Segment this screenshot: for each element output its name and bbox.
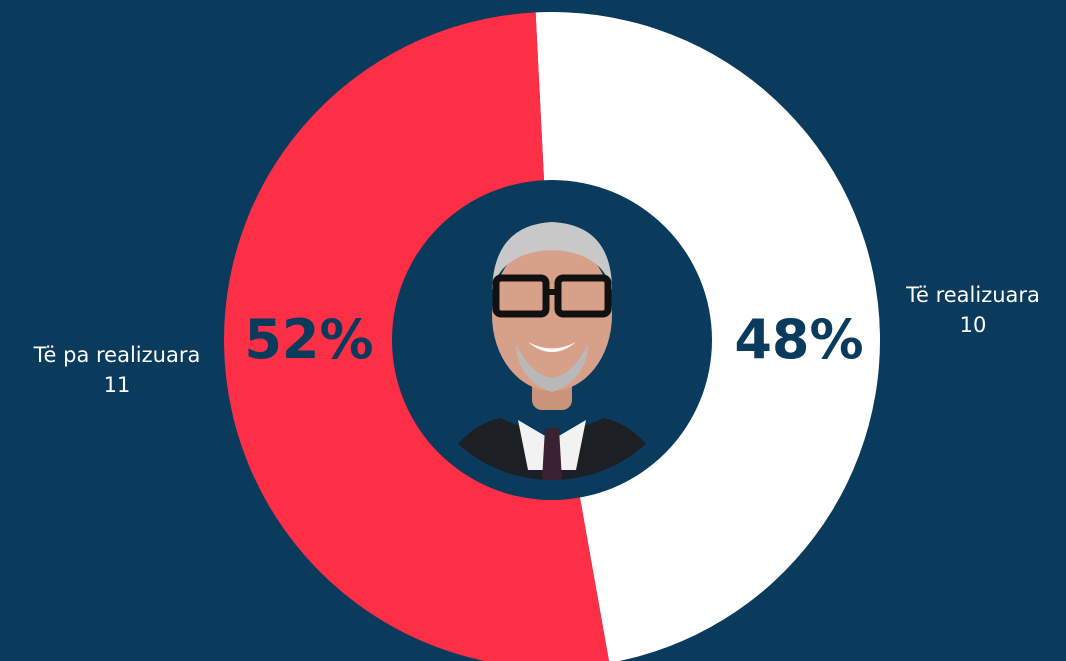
percent-label-realizuara: 48% xyxy=(734,308,863,371)
legend-label-pa-realizuara: Të pa realizuara 11 xyxy=(12,340,222,400)
legend-label-realizuara: Të realizuara 10 xyxy=(880,280,1066,340)
legend-name: Të realizuara xyxy=(906,283,1040,307)
percent-label-pa-realizuara: 52% xyxy=(244,308,373,371)
legend-count: 10 xyxy=(959,313,987,337)
legend-name: Të pa realizuara xyxy=(33,343,201,367)
legend-count: 11 xyxy=(103,373,131,397)
